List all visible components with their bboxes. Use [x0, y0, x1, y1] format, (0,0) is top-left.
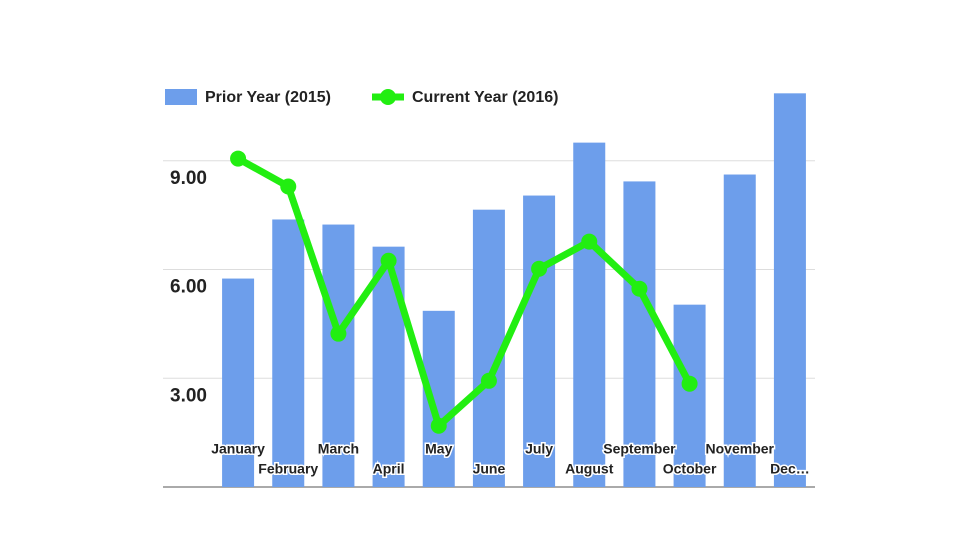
line [236, 155, 693, 430]
point [380, 252, 397, 269]
x-tick-label: August [565, 461, 614, 477]
point [480, 372, 497, 389]
point [681, 375, 698, 392]
x-tick-label: September [603, 441, 676, 457]
legend-label: Prior Year (2015) [205, 89, 331, 106]
bar [322, 224, 355, 488]
bar [272, 219, 305, 487]
y-tick-label: 3.00 [170, 385, 207, 406]
x-tick-label: November [706, 441, 775, 457]
x-tick-label: March [318, 441, 359, 457]
x-tick-label: May [425, 441, 452, 457]
point [581, 233, 598, 250]
legend-label: Current Year (2016) [412, 89, 558, 106]
point [330, 325, 347, 342]
point [430, 417, 447, 434]
point [631, 280, 648, 297]
bar [623, 181, 656, 487]
x-tick-label: October [663, 461, 717, 477]
point [230, 150, 247, 167]
point [280, 178, 297, 195]
legend-swatch [165, 89, 197, 105]
bar [222, 278, 255, 487]
y-tick-label: 9.00 [170, 168, 207, 189]
bar [773, 93, 806, 487]
x-tick-label: April [373, 461, 405, 477]
x-tick-label: Dec… [770, 461, 810, 477]
x-tick-label: June [473, 461, 506, 477]
bar [523, 195, 556, 488]
point [531, 260, 548, 277]
bar [472, 209, 505, 487]
x-tick-label: February [258, 461, 318, 477]
bar [673, 304, 706, 487]
bar [573, 142, 606, 487]
x-tick-label: January [211, 441, 265, 457]
legend-swatch [380, 89, 396, 105]
x-tick-label: July [525, 441, 553, 457]
y-tick-label: 6.00 [170, 277, 207, 298]
bar [723, 174, 756, 487]
